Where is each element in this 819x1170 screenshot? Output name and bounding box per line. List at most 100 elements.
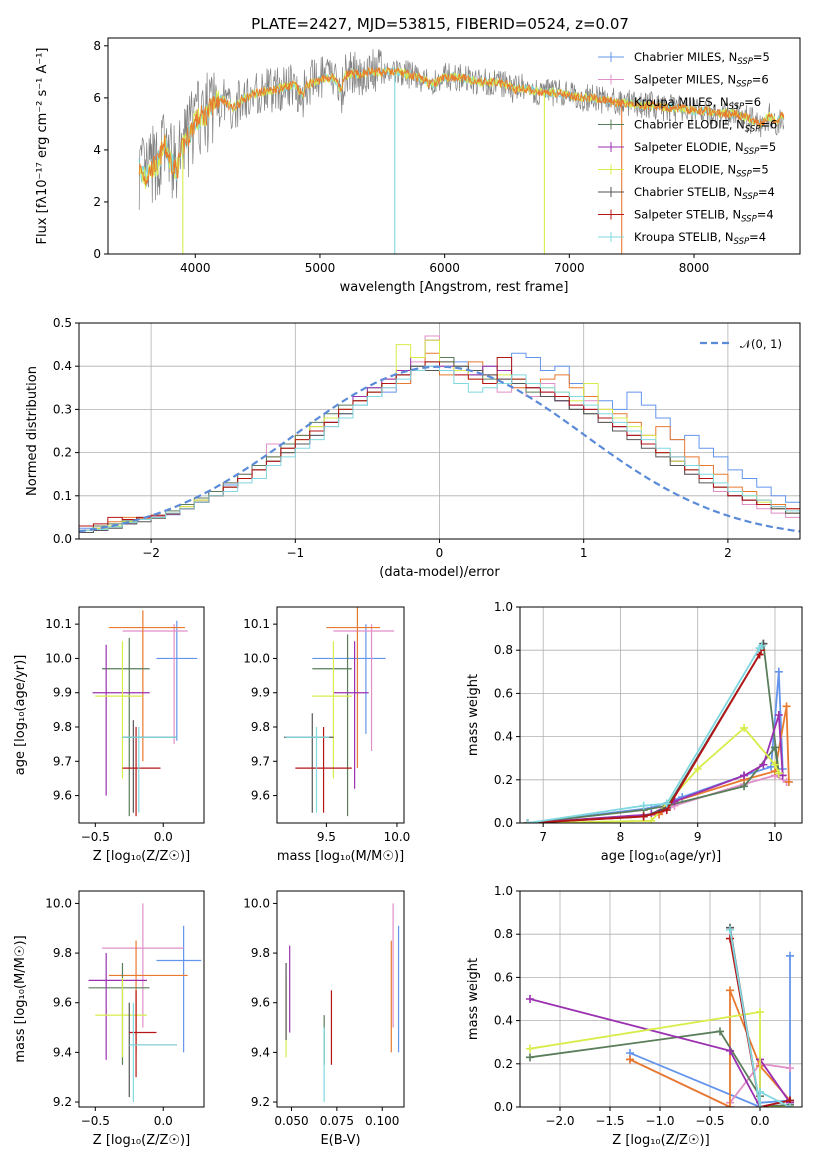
x-tick-label: 6000 <box>429 261 460 275</box>
mass-weight-line <box>729 929 791 1107</box>
x-tick-label: 0.0 <box>750 1114 769 1128</box>
age_vs_mass-frame <box>276 606 405 824</box>
x-tick-label: −0.5 <box>81 830 110 844</box>
y-axis-label: mass weight <box>466 674 481 756</box>
y-tick-label: 0 <box>93 247 101 261</box>
y-tick-label: 8 <box>93 39 101 53</box>
y-tick-label: 9.8 <box>53 946 72 960</box>
weight_vs_age-frame <box>519 606 803 824</box>
age_vs_Z-plot-area <box>92 610 198 817</box>
y-tick-label: 9.6 <box>251 996 270 1010</box>
mass-weight-marker <box>726 925 734 934</box>
x-tick-label: 8000 <box>679 261 710 275</box>
normal-reference-curve <box>79 365 800 533</box>
y-tick-label: 4 <box>93 143 101 157</box>
y-tick-label: 0.0 <box>53 532 72 546</box>
y-tick-label: 2 <box>93 195 101 209</box>
mass-weight-marker <box>662 799 671 808</box>
x-tick-label: 1 <box>580 546 588 560</box>
mass-weight-marker <box>759 760 768 769</box>
mass_vs_ebv-plot-area <box>285 903 400 1103</box>
y-tick-label: 10.0 <box>45 896 72 910</box>
weight_vs_Z-axes: −2.0 −1.5 −1.0 −0.5 0.0 0.0 0.2 0.4 0.6 0.8 1.0 Z [… <box>466 884 802 1148</box>
mass-weight-marker <box>716 1027 724 1036</box>
y-tick-label: 1.0 <box>494 600 513 614</box>
x-tick-label: 10 <box>767 830 782 844</box>
mass-weight-marker <box>726 934 734 943</box>
age_vs_mass-plot-area <box>284 607 395 817</box>
x-tick-label: −1 <box>286 546 304 560</box>
y-tick-label: 9.9 <box>53 686 72 700</box>
mass-weight-marker <box>756 1087 764 1096</box>
x-tick-label: 9.5 <box>317 830 336 844</box>
observed-spectrum-line <box>138 49 785 210</box>
weight_vs_age-plot-area <box>523 639 793 823</box>
y-tick-label: 0.0 <box>494 816 513 830</box>
x-axis-label: Z [log₁₀(Z/Z☉)] <box>612 1133 709 1148</box>
mass-weight-line <box>527 645 763 823</box>
y-tick-label: 9.2 <box>251 1095 270 1109</box>
y-tick-label: 10.0 <box>45 651 72 665</box>
y-tick-label: 10.0 <box>243 651 270 665</box>
mass-weight-marker <box>770 760 779 769</box>
y-axis-label: Normed distribution <box>25 366 40 496</box>
mass-weight-marker <box>693 765 702 773</box>
y-axis-label: mass weight <box>466 958 481 1040</box>
mass-weight-line <box>529 998 791 1107</box>
x-tick-label: −2 <box>142 546 160 560</box>
mass_vs_ebv-axes: 0.050 0.075 0.100 9.2 9.4 9.6 9.8 10.0 E(B-V) <box>243 896 399 1148</box>
mass-weight-marker <box>626 1055 634 1064</box>
legend-label: Chabrier STELIB, NSSP=4 <box>634 185 775 202</box>
mass-weight-marker <box>786 1103 794 1107</box>
x-tick-label: 7 <box>539 830 547 844</box>
y-tick-label: 9.8 <box>251 720 270 734</box>
y-tick-label: 0.4 <box>494 1014 513 1028</box>
x-axis-label: wavelength [Angstrom, rest frame] <box>340 280 569 295</box>
y-tick-label: 9.7 <box>251 754 270 768</box>
legend-label: Kroupa STELIB, NSSP=4 <box>634 230 766 247</box>
x-tick-label: 0.0 <box>154 1114 173 1128</box>
legend-label: Chabrier ELODIE, NSSP=6 <box>634 118 777 135</box>
mass-weight-marker <box>756 1103 764 1107</box>
normal-legend-label: 𝒩(0, 1) <box>740 337 782 351</box>
x-tick-label: −1.0 <box>645 1114 674 1128</box>
residual-plot-area <box>79 335 800 534</box>
y-tick-label: 0.2 <box>494 1057 513 1071</box>
legend-label: Salpeter STELIB, NSSP=4 <box>634 208 774 225</box>
x-tick-label: −0.5 <box>695 1114 724 1128</box>
x-tick-label: 0.075 <box>320 1114 354 1128</box>
age_vs_Z-axes: −0.5 0.0 9.6 9.7 9.8 9.9 10.0 10.1 Z [log₁₀(Z/Z☉… <box>13 617 190 864</box>
mass-weight-line <box>529 1010 790 1107</box>
x-tick-label: 0.0 <box>154 830 173 844</box>
spectrum-frame <box>107 37 801 255</box>
y-tick-label: 9.9 <box>251 686 270 700</box>
mass-weight-marker <box>782 702 791 711</box>
mass-weight-marker <box>523 819 532 823</box>
weight_vs_Z-plot-area <box>526 923 794 1107</box>
y-tick-label: 10.1 <box>243 617 270 631</box>
mass-weight-line <box>527 643 765 823</box>
y-tick-label: 0.0 <box>494 1100 513 1114</box>
mass-weight-marker <box>526 1053 534 1062</box>
mass-weight-marker <box>784 777 793 786</box>
legend-label: Kroupa ELODIE, NSSP=5 <box>634 163 769 180</box>
y-tick-label: 0.3 <box>53 402 72 416</box>
residual-histogram-step <box>79 357 800 527</box>
x-tick-label: 0.100 <box>365 1114 399 1128</box>
y-tick-label: 9.6 <box>53 996 72 1010</box>
x-tick-label: 8 <box>617 830 625 844</box>
spectrum-axes: 4000 5000 6000 7000 8000 0 2 4 6 8 wavelength [Ang… <box>35 39 709 295</box>
weight_vs_Z-frame <box>519 890 803 1108</box>
mass-weight-marker <box>757 641 766 650</box>
mass_vs_Z-axes: −0.5 0.0 9.2 9.4 9.6 9.8 10.0 Z [log₁₀(Z/Z☉)] ma… <box>13 896 190 1148</box>
y-tick-label: 0.2 <box>494 773 513 787</box>
mass-weight-marker <box>774 769 783 778</box>
mass-weight-marker <box>526 1044 534 1053</box>
y-axis-label: age [log₁₀(age/yr)] <box>13 655 28 776</box>
y-tick-label: 0.8 <box>494 643 513 657</box>
residual-histogram-step <box>79 365 800 531</box>
age_vs_Z-frame <box>78 606 205 824</box>
y-tick-label: 9.8 <box>251 946 270 960</box>
residuals-frame <box>78 322 801 540</box>
